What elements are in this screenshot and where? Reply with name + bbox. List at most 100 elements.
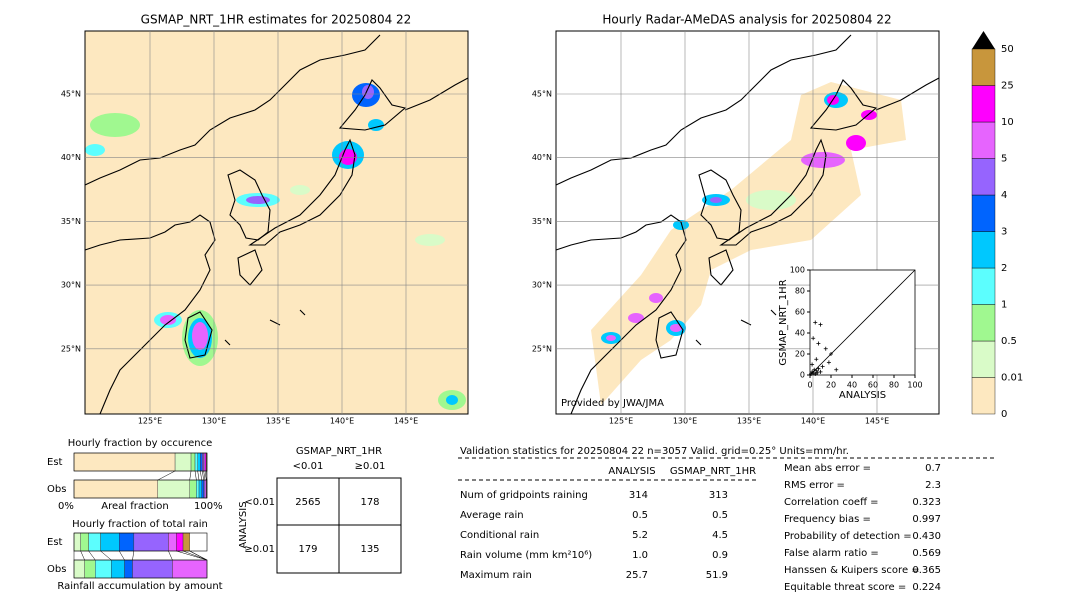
score-value: 0.569 [912, 548, 941, 559]
lon-label: 125°E [138, 417, 162, 426]
connector [158, 471, 175, 480]
connector [101, 551, 112, 560]
x-tick-label: 40 [847, 381, 857, 390]
row-label: Maximum rain [460, 570, 532, 581]
row-label: Est [47, 457, 63, 468]
connector [200, 471, 201, 480]
fraction-segment [119, 533, 134, 551]
y-axis-label: GSMAP_NRT_1HR [778, 279, 789, 365]
colorbar-label: 25 [1001, 81, 1014, 92]
connector [81, 551, 85, 560]
table-cell: 178 [360, 497, 379, 508]
fraction-segment [195, 453, 198, 471]
lat-label: 40°N [532, 153, 552, 162]
fraction-segment [101, 533, 120, 551]
connector [198, 471, 199, 480]
lon-label: 140°E [801, 417, 825, 426]
validation-title: Validation statistics for 20250804 22 n=… [460, 446, 849, 457]
row-label: ≥0.01 [244, 544, 275, 555]
table-header: GSMAP_NRT_1HR [296, 446, 382, 457]
colorbar-segment [972, 232, 995, 269]
column-label: GSMAP_NRT_1HR [670, 466, 756, 477]
colorbar-label: 0 [1001, 409, 1007, 420]
fraction-segment [158, 480, 190, 498]
map-title: Hourly Radar-AMeDAS analysis for 2025080… [602, 13, 891, 27]
score-label: Equitable threat score = [784, 582, 906, 593]
colorbar-label: 1 [1001, 300, 1007, 311]
colorbar-label: 0.5 [1001, 336, 1017, 347]
fraction-segment [175, 453, 191, 471]
column-label: <0.01 [293, 461, 324, 472]
connector [190, 471, 191, 480]
fraction-segment [125, 560, 133, 578]
colorbar-segment [972, 159, 995, 196]
fraction-segment [74, 560, 85, 578]
score-label: Probability of detection = [784, 531, 912, 542]
fraction-segment [198, 453, 201, 471]
panel-footer: Rainfall accumulation by amount [57, 581, 222, 592]
lat-label: 25°N [532, 344, 552, 353]
fraction-segment [133, 560, 173, 578]
colorbar-label: 4 [1001, 190, 1007, 201]
fraction-segment [200, 453, 202, 471]
fraction-segment [111, 560, 124, 578]
colorbar-segment [972, 195, 995, 232]
table-cell: 51.9 [706, 570, 728, 581]
row-label: Rain volume (mm km²10⁶) [460, 550, 592, 561]
lat-label: 45°N [61, 90, 81, 99]
fraction-segment [81, 533, 89, 551]
score-value: 0.7 [925, 463, 941, 474]
fraction-segment [95, 560, 111, 578]
colorbar-label: 2 [1001, 263, 1007, 274]
lat-label: 25°N [61, 344, 81, 353]
axis-text: 100% [194, 501, 223, 512]
colorbar-segment [972, 268, 995, 305]
colorbar-segment [972, 49, 995, 86]
map-title: GSMAP_NRT_1HR estimates for 20250804 22 [141, 13, 412, 27]
fraction-segment [168, 533, 176, 551]
connector [204, 471, 205, 480]
connector [89, 551, 96, 560]
lon-label: 140°E [330, 417, 354, 426]
lon-label: 145°E [394, 417, 418, 426]
connector [133, 551, 134, 560]
lat-label: 35°N [532, 217, 552, 226]
colorbar-segment [972, 122, 995, 159]
score-label: False alarm ratio = [784, 548, 879, 559]
map-background [85, 31, 468, 414]
table-cell: 1.0 [632, 550, 648, 561]
table-cell: 313 [709, 490, 728, 501]
x-tick-label: 100 [907, 381, 922, 390]
connector [168, 551, 172, 560]
fraction-segment [176, 533, 183, 551]
fraction-segment [89, 533, 101, 551]
fraction-segment [191, 453, 195, 471]
row-label: Obs [47, 484, 66, 495]
score-label: Frequency bias = [784, 514, 871, 525]
lon-label: 130°E [202, 417, 226, 426]
lat-label: 45°N [532, 90, 552, 99]
column-label: ANALYSIS [608, 466, 655, 477]
y-tick-label: 0 [800, 371, 805, 380]
table-cell: 2565 [295, 497, 320, 508]
connector [176, 551, 207, 560]
connector [195, 471, 196, 480]
colorbar-segment [972, 86, 995, 123]
lon-label: 125°E [609, 417, 633, 426]
fraction-segment [74, 453, 175, 471]
x-tick-label: 20 [826, 381, 836, 390]
x-tick-label: 0 [807, 381, 812, 390]
table-cell: 314 [629, 490, 648, 501]
table-cell: 0.9 [712, 550, 728, 561]
fraction-segment [74, 480, 158, 498]
score-value: 0.224 [912, 582, 941, 593]
colorbar-label: 10 [1001, 117, 1014, 128]
y-tick-label: 100 [790, 266, 805, 275]
colorbar-label: 3 [1001, 227, 1007, 238]
score-value: 0.430 [912, 531, 941, 542]
panel-title: Hourly fraction by occurence [68, 438, 212, 449]
colorbar-extend [972, 31, 995, 49]
credit: Provided by JWA/JMA [561, 398, 664, 409]
x-tick-label: 80 [889, 381, 899, 390]
